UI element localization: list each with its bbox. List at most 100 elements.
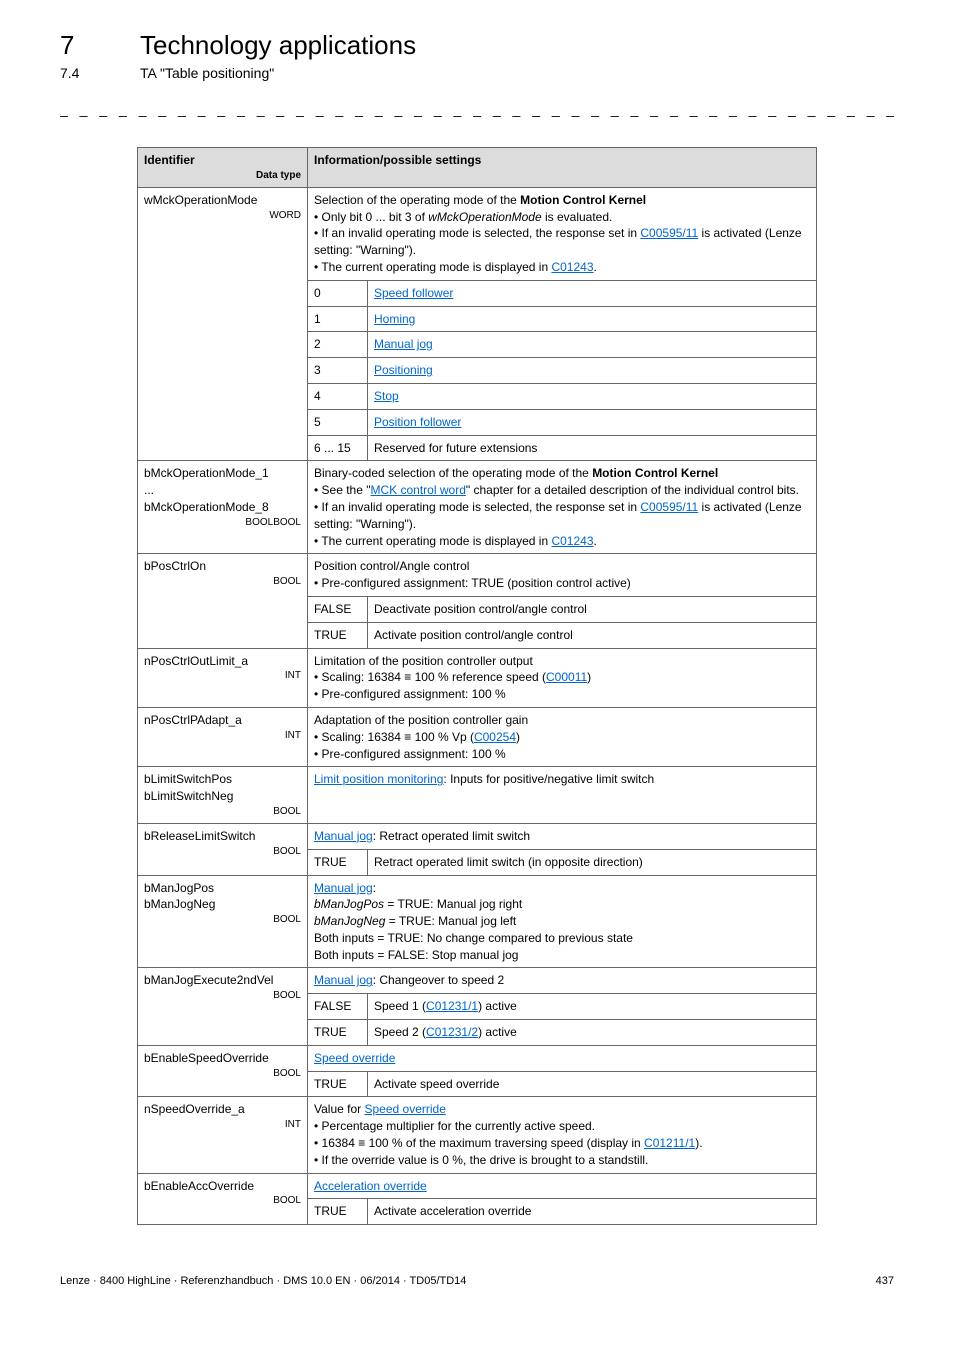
option-key: 3: [308, 358, 368, 384]
option-value: Retract operated limit switch (in opposi…: [368, 849, 817, 875]
desc-italic: bManJogNeg: [314, 914, 385, 928]
desc-text: = TRUE: Manual jog right: [384, 897, 522, 911]
code-link[interactable]: Speed override: [364, 1102, 445, 1116]
identifier-name: nSpeedOverride_a: [144, 1102, 245, 1116]
code-link[interactable]: C00595/11: [640, 226, 698, 240]
table-row: bManJogPos bManJogNeg BOOL Manual jog: b…: [138, 875, 817, 968]
option-value: Speed 1 (C01231/1) active: [368, 994, 817, 1020]
code-link[interactable]: Acceleration override: [314, 1179, 427, 1193]
desc-text: Speed 2 (: [374, 1025, 426, 1039]
header-identifier: Identifier Data type: [138, 148, 308, 188]
code-link[interactable]: C00254: [474, 730, 516, 744]
option-key: TRUE: [308, 1071, 368, 1097]
identifier-dtype: BOOLBOOL: [144, 516, 301, 530]
mode-link[interactable]: Positioning: [374, 363, 433, 377]
desc-text: Both inputs = TRUE: No change compared t…: [314, 931, 633, 945]
header-datatype-label: Data type: [144, 169, 301, 183]
identifier-name: bLimitSwitchPos: [144, 772, 232, 786]
table-row: nSpeedOverride_a INT Value for Speed ove…: [138, 1097, 817, 1173]
identifier-dtype: BOOL: [144, 913, 301, 927]
identifier-cell: bManJogPos bManJogNeg BOOL: [138, 875, 308, 968]
code-link[interactable]: C01231/1: [426, 999, 478, 1013]
desc-text: Speed 1 (: [374, 999, 426, 1013]
desc-text: ) active: [478, 999, 517, 1013]
page-header: 7 Technology applications: [60, 30, 894, 61]
mode-link[interactable]: Manual jog: [374, 337, 433, 351]
code-link[interactable]: Limit position monitoring: [314, 772, 443, 786]
mode-link[interactable]: Homing: [374, 312, 415, 326]
page-footer: Lenze · 8400 HighLine · Referenzhandbuch…: [60, 1275, 894, 1287]
desc-text: Position control/Angle control: [314, 559, 469, 573]
code-link[interactable]: C01243: [551, 260, 593, 274]
desc-text: Value for: [314, 1102, 364, 1116]
code-link[interactable]: C00595/11: [640, 500, 698, 514]
header-identifier-label: Identifier: [144, 153, 195, 167]
identifier-cell: nPosCtrlOutLimit_a INT: [138, 648, 308, 707]
desc-text: ).: [695, 1136, 702, 1150]
option-value: Reserved for future extensions: [368, 435, 817, 461]
desc-text: : Retract operated limit switch: [373, 829, 530, 843]
section-number: 7.4: [60, 65, 100, 81]
desc-text: ) active: [478, 1025, 517, 1039]
option-value: Deactivate position control/angle contro…: [368, 596, 817, 622]
desc-text: Both inputs = FALSE: Stop manual jog: [314, 948, 518, 962]
code-link[interactable]: MCK control word: [371, 483, 466, 497]
desc-text: : Inputs for positive/negative limit swi…: [443, 772, 654, 786]
description-cell: Manual jog: bManJogPos = TRUE: Manual jo…: [308, 875, 817, 968]
mode-link[interactable]: Stop: [374, 389, 399, 403]
option-key: TRUE: [308, 1199, 368, 1225]
option-value: Homing: [368, 306, 817, 332]
description-cell: Manual jog: Changeover to speed 2: [308, 968, 817, 994]
desc-text: • Scaling: 16384 ≡ 100 % reference speed…: [314, 670, 546, 684]
code-link[interactable]: Speed override: [314, 1051, 395, 1065]
option-value: Activate acceleration override: [368, 1199, 817, 1225]
code-link[interactable]: Manual jog: [314, 973, 373, 987]
footer-left: Lenze · 8400 HighLine · Referenzhandbuch…: [60, 1275, 466, 1287]
description-cell: Manual jog: Retract operated limit switc…: [308, 823, 817, 849]
section-title: TA "Table positioning": [140, 65, 274, 81]
identifier-name: bManJogExecute2ndVel: [144, 973, 273, 987]
identifier-dtype: BOOL: [144, 575, 301, 589]
description-cell: Value for Speed override • Percentage mu…: [308, 1097, 817, 1173]
identifier-dtype: BOOL: [144, 805, 301, 819]
identifier-name: bReleaseLimitSwitch: [144, 829, 255, 843]
description-cell: Adaptation of the position controller ga…: [308, 707, 817, 766]
section-header: 7.4 TA "Table positioning": [60, 65, 894, 81]
option-key: 0: [308, 280, 368, 306]
code-link[interactable]: C01231/2: [426, 1025, 478, 1039]
desc-text: • Pre-configured assignment: TRUE (posit…: [314, 576, 631, 590]
desc-text: ): [516, 730, 520, 744]
code-link[interactable]: Manual jog: [314, 829, 373, 843]
table-row: bEnableSpeedOverride BOOL Speed override: [138, 1045, 817, 1071]
option-key: TRUE: [308, 622, 368, 648]
option-key: FALSE: [308, 596, 368, 622]
option-key: 5: [308, 409, 368, 435]
table-row: bPosCtrlOn BOOL Position control/Angle c…: [138, 554, 817, 597]
table-row: bManJogExecute2ndVel BOOL Manual jog: Ch…: [138, 968, 817, 994]
code-link[interactable]: C01211/1: [644, 1136, 695, 1150]
desc-text: .: [594, 534, 597, 548]
identifier-name: nPosCtrlPAdapt_a: [144, 713, 242, 727]
desc-text: • Scaling: 16384 ≡ 100 % Vp (: [314, 730, 474, 744]
identifier-dtype: WORD: [144, 209, 301, 223]
identifier-name: bManJogNeg: [144, 897, 215, 911]
code-link[interactable]: Manual jog: [314, 881, 373, 895]
mode-link[interactable]: Speed follower: [374, 286, 453, 300]
identifier-dtype: BOOL: [144, 845, 301, 859]
table-row: wMckOperationMode WORD Selection of the …: [138, 187, 817, 280]
identifier-name: ...: [144, 483, 154, 497]
option-key: 2: [308, 332, 368, 358]
identifier-name: bLimitSwitchNeg: [144, 789, 233, 803]
table-row: bReleaseLimitSwitch BOOL Manual jog: Ret…: [138, 823, 817, 849]
code-link[interactable]: C00011: [546, 670, 587, 684]
mode-link[interactable]: Position follower: [374, 415, 461, 429]
footer-right: 437: [876, 1275, 894, 1287]
desc-text: • If the override value is 0 %, the driv…: [314, 1153, 648, 1167]
code-link[interactable]: C01243: [551, 534, 593, 548]
option-value: Positioning: [368, 358, 817, 384]
option-key: TRUE: [308, 1020, 368, 1046]
identifier-name: wMckOperationMode: [144, 193, 257, 207]
identifier-cell: nPosCtrlPAdapt_a INT: [138, 707, 308, 766]
identifier-cell: bEnableSpeedOverride BOOL: [138, 1045, 308, 1097]
option-key: TRUE: [308, 849, 368, 875]
